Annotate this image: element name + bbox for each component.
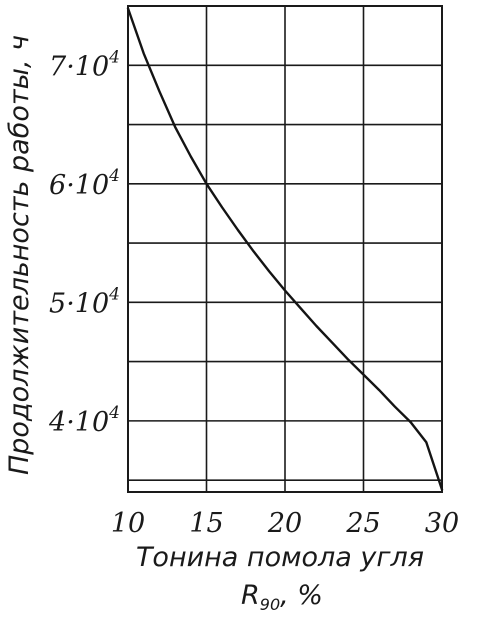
x-tick-label-0: 10 xyxy=(111,508,145,539)
x-axis-title: Тонина помола угля xyxy=(136,542,424,573)
x-axis-symbol: R xyxy=(241,580,260,611)
y-tick-exponent-3: 4 xyxy=(108,403,120,423)
x-tick-label-1: 15 xyxy=(189,508,223,539)
y-tick-mantissa-2: 5·10 xyxy=(49,288,109,319)
y-tick-mantissa-3: 4·10 xyxy=(48,407,109,438)
y-tick-exponent-0: 4 xyxy=(108,47,120,67)
x-tick-label-4: 30 xyxy=(425,508,459,539)
plot-frame xyxy=(127,5,443,493)
y-tick-exponent-1: 4 xyxy=(108,166,120,186)
x-axis-title-line2: R90, % xyxy=(241,580,323,614)
x-axis-suffix: , % xyxy=(280,580,323,611)
y-tick-mantissa-0: 7·10 xyxy=(49,51,109,82)
x-tick-label-2: 20 xyxy=(267,508,302,539)
y-tick-mantissa-1: 6·10 xyxy=(49,170,109,201)
grid xyxy=(127,5,443,492)
x-tick-label-3: 25 xyxy=(345,508,380,539)
series-line xyxy=(126,7,444,491)
x-tick-labels: 10 15 20 25 30 xyxy=(111,508,459,539)
x-axis-subscript: 90 xyxy=(260,595,280,614)
y-tick-label-3: 4·104 xyxy=(48,403,120,438)
y-tick-exponent-2: 4 xyxy=(108,284,120,304)
y-tick-label-2: 5·104 xyxy=(49,284,120,319)
plot-border xyxy=(127,5,443,493)
y-tick-label-1: 6·104 xyxy=(49,166,120,201)
y-tick-label-0: 7·104 xyxy=(49,47,120,82)
y-axis-title: Продолжительность работы, ч xyxy=(4,35,35,475)
